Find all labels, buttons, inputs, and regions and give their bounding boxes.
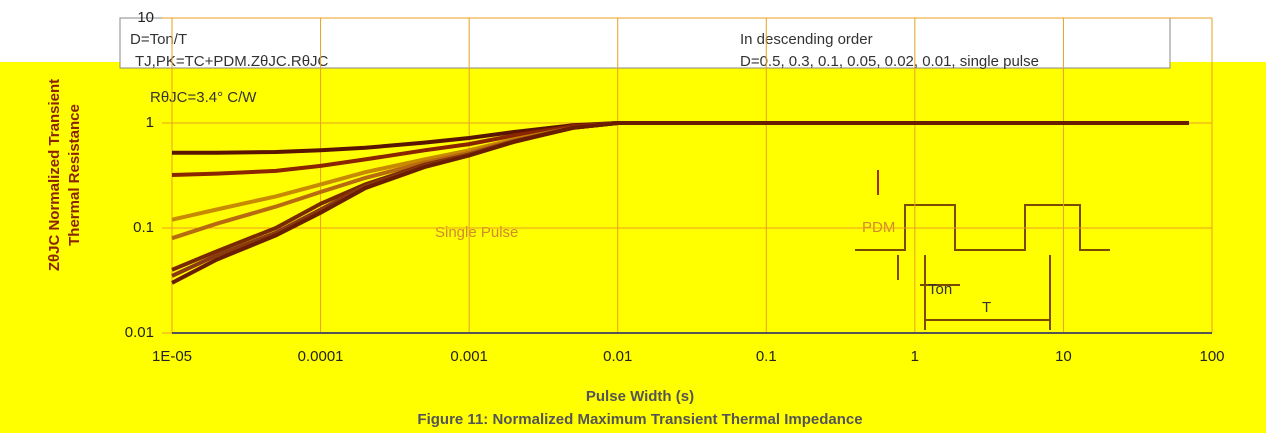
y-tick-label: 0.1	[133, 219, 154, 236]
x-tick-label: 0.01	[603, 348, 632, 365]
x-tick-label: 100	[1199, 348, 1224, 365]
x-tick-label: 0.001	[450, 348, 488, 365]
annotation: T	[982, 299, 991, 316]
y-tick-label: 10	[137, 9, 154, 26]
x-tick-label: 10	[1055, 348, 1072, 365]
annotation: Single Pulse	[435, 224, 518, 241]
pulse-diagram	[855, 170, 1110, 330]
annotation: D=Ton/T	[130, 31, 187, 48]
annotation: TJ,PK=TC+PDM.ZθJC.RθJC	[135, 53, 329, 70]
annotation: Ton	[928, 281, 952, 298]
series-line	[171, 121, 1189, 285]
annotation: D=0.5, 0.3, 0.1, 0.05, 0.02, 0.01, singl…	[740, 53, 1039, 70]
x-tick-label: 1E-05	[152, 348, 192, 365]
x-axis-title: Pulse Width (s)	[586, 388, 694, 405]
x-tick-label: 1	[911, 348, 919, 365]
chart-title: Figure 11: Normalized Maximum Transient …	[417, 411, 862, 428]
y-tick-label: 1	[146, 114, 154, 131]
annotation: In descending order	[740, 31, 873, 48]
x-tick-label: 0.0001	[298, 348, 344, 365]
annotation: RθJC=3.4° C/W	[150, 89, 257, 106]
y-axis-title: ZθJC Normalized Transient	[46, 79, 63, 271]
annotation-box	[119, 17, 1171, 69]
y-axis-title: Thermal Resistance	[66, 104, 83, 246]
x-tick-label: 0.1	[756, 348, 777, 365]
y-tick-label: 0.01	[125, 324, 154, 341]
annotation: PDM	[862, 219, 895, 236]
